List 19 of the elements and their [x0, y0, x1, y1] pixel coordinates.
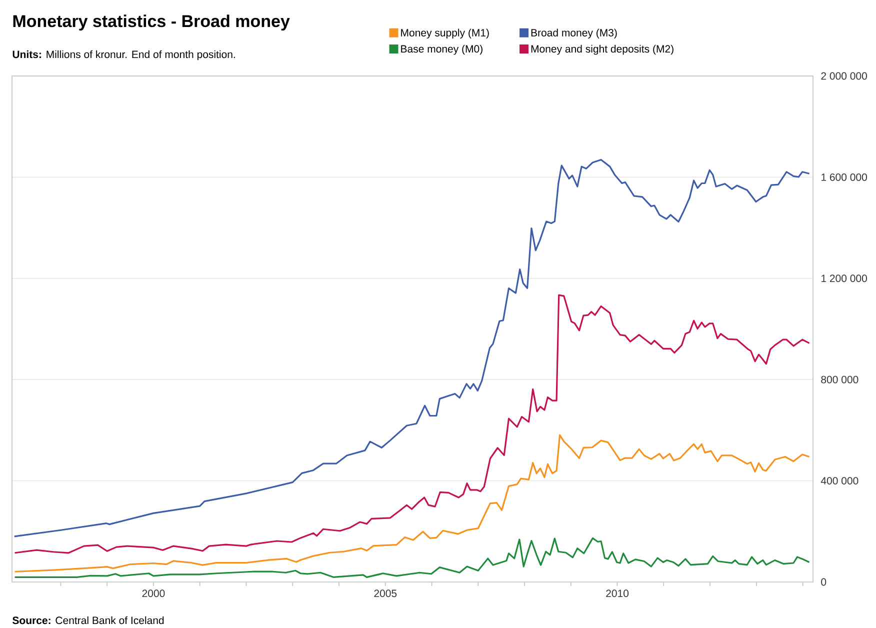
y-tick-label: 800 000 [821, 376, 858, 384]
x-tick-label: 2010 [606, 590, 629, 598]
text: Source: Central Bank of Iceland [12, 616, 164, 624]
legend-label: Money and sight deposits (M2) [531, 44, 674, 55]
chart-subtitle: Units: Millions of kronur. End of month position. [12, 50, 235, 60]
line-series [14, 434, 810, 572]
legend-label: Base money (M0) [401, 44, 482, 55]
y-tick-label: 1 200 000 [821, 274, 867, 282]
y-tick-label: 400 000 [820, 477, 858, 485]
chart-title: Monetary statistics - Broad money [13, 14, 290, 31]
x-tick-label: 2000 [142, 590, 165, 598]
line-series [14, 158, 810, 538]
y-tick-label: 1 600 000 [821, 173, 867, 181]
y-tick-label: 2 000 000 [821, 72, 867, 80]
y-tick-label: 0 [821, 578, 826, 586]
legend-label: Broad money (M3) [531, 28, 617, 39]
line-series [14, 294, 810, 554]
legend-label: Money supply (M1) [401, 28, 489, 39]
x-tick-label: 2005 [374, 590, 397, 598]
